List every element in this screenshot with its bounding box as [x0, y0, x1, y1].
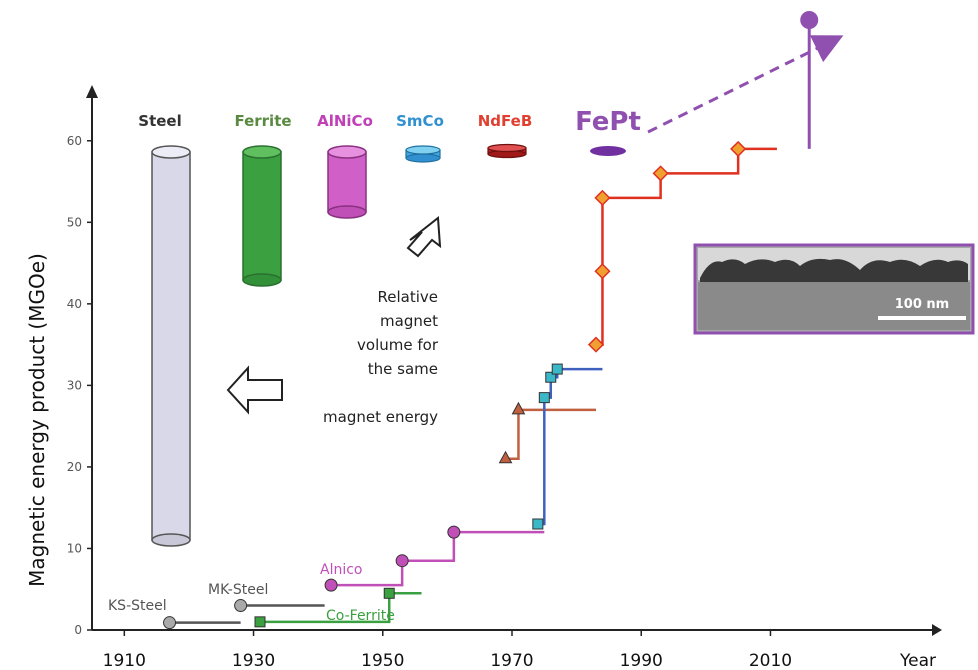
data-point — [234, 599, 248, 613]
data-point — [498, 450, 513, 464]
annotation-line-3: volume for — [357, 336, 439, 354]
y-axis-label: Magnetic energy product (MGOe) — [25, 253, 49, 587]
data-point — [730, 140, 747, 157]
x-tick-label: 1930 — [232, 651, 275, 670]
cylinder-smco — [405, 145, 441, 163]
x-tick-label: 1970 — [490, 651, 533, 670]
series-6 — [587, 140, 777, 353]
cylinder-ndfeb — [487, 143, 527, 159]
label-alnico: AlNiCo — [317, 112, 373, 130]
series-0 — [163, 616, 241, 630]
y-tick-label: 20 — [67, 460, 82, 474]
series-line — [260, 592, 422, 624]
data-point — [532, 518, 544, 530]
series-1 — [234, 599, 325, 613]
tem-inset: 100 nm — [693, 243, 975, 335]
data-point — [538, 392, 550, 404]
x-axis-arrow — [932, 624, 942, 636]
up-arrow-icon — [406, 216, 442, 258]
series-layer — [163, 11, 819, 630]
data-point — [163, 616, 177, 630]
y-tick-label: 50 — [67, 215, 82, 229]
cylinder-ferrite — [242, 145, 282, 287]
label-steel: Steel — [138, 112, 181, 130]
cylinder-fept — [590, 146, 626, 156]
data-point — [511, 401, 526, 415]
annotation-line-4: the same — [368, 360, 438, 378]
y-tick-label: 0 — [74, 623, 82, 637]
annotation-line-5: magnet energy — [323, 408, 438, 426]
left-arrow-icon — [226, 365, 283, 415]
series-2 — [254, 587, 422, 628]
label-fept: FePt — [575, 107, 641, 137]
cylinder-steel — [151, 145, 191, 547]
data-point — [447, 525, 461, 539]
magnet-volume-cylinders — [151, 143, 626, 547]
data-point — [254, 616, 266, 628]
x-tick-label: 1950 — [361, 651, 404, 670]
series-5 — [532, 363, 603, 530]
data-point — [652, 165, 669, 182]
data-point — [594, 263, 611, 280]
y-tick-label: 10 — [67, 541, 82, 555]
data-point — [587, 336, 605, 353]
data-point — [383, 587, 395, 599]
series-label-mk-steel: MK-Steel — [208, 582, 268, 598]
series-label-alnico: Alnico — [320, 562, 363, 578]
y-tick-label: 40 — [67, 297, 82, 311]
x-ticks: 1910 1930 1950 1970 1990 2010 — [103, 630, 792, 670]
x-tick-label: 2010 — [749, 651, 792, 670]
x-axis-label: Year — [899, 651, 936, 670]
annotation-line-2: magnet — [380, 312, 438, 330]
series-line — [596, 147, 777, 346]
label-ferrite: Ferrite — [234, 112, 291, 130]
data-point — [594, 189, 611, 206]
cylinder-alnico — [327, 145, 367, 219]
series-line — [505, 408, 596, 461]
y-tick-label: 60 — [67, 134, 82, 148]
label-ndfeb: NdFeB — [478, 112, 533, 130]
x-tick-label: 1990 — [620, 651, 663, 670]
data-point — [395, 554, 409, 568]
series-label-ks-steel: KS-Steel — [108, 598, 167, 614]
data-point — [551, 363, 563, 375]
x-tick-label: 1910 — [103, 651, 146, 670]
fept-point — [800, 11, 819, 29]
series-3 — [324, 525, 545, 592]
series-label-co-ferrite: Co-Ferrite — [326, 608, 395, 624]
series-4 — [498, 401, 596, 464]
annotation-line-1: Relative — [378, 288, 439, 306]
series-line — [331, 530, 545, 587]
data-point — [324, 578, 338, 592]
data-point — [545, 371, 557, 383]
cylinder-labels: Steel Ferrite AlNiCo SmCo NdFeB FePt — [138, 107, 641, 137]
fept-projection-arrow — [647, 35, 844, 134]
scale-bar-label: 100 nm — [895, 297, 949, 312]
y-ticks: 0 10 20 30 40 50 60 — [67, 134, 92, 637]
fept-projection — [800, 11, 819, 149]
y-axis-arrow — [86, 85, 98, 98]
volume-annotation: Relative magnet volume for the same magn… — [323, 288, 439, 426]
y-tick-label: 30 — [67, 378, 82, 392]
label-smco: SmCo — [396, 112, 444, 130]
